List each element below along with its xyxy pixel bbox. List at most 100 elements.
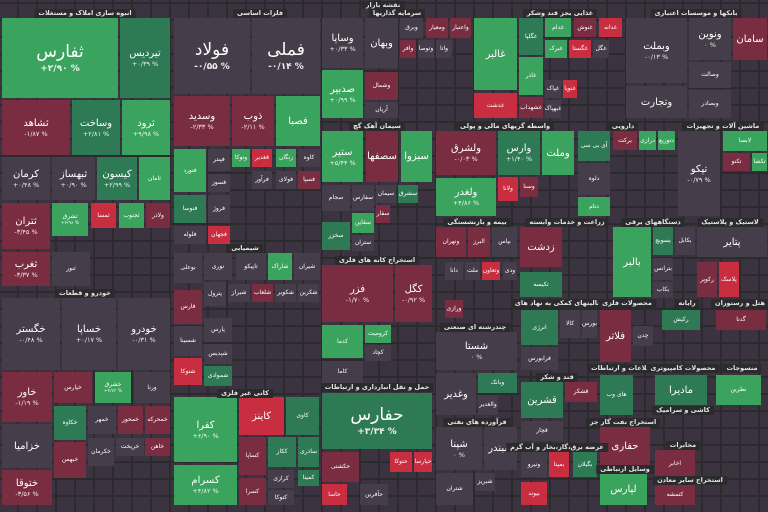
- stock-tile[interactable]: پارس: [204, 318, 232, 342]
- stock-tile[interactable]: فرآور: [252, 171, 272, 189]
- stock-tile[interactable]: لپارس: [600, 474, 647, 505]
- stock-tile[interactable]: والغدیر: [478, 395, 498, 415]
- stock-tile[interactable]: غگستا: [569, 40, 591, 58]
- stock-tile[interactable]: فلاتر: [600, 310, 631, 362]
- stock-tile[interactable]: ثفارس +۲/۹۰ %: [2, 18, 118, 98]
- stock-tile[interactable]: غبهپاک: [545, 100, 561, 118]
- stock-tile[interactable]: فنورد: [174, 149, 206, 192]
- stock-tile[interactable]: دتام: [578, 197, 610, 216]
- stock-tile[interactable]: فپنتر: [208, 149, 230, 171]
- stock-tile[interactable]: بسویچ: [653, 227, 673, 255]
- stock-tile[interactable]: پتایر: [697, 227, 767, 257]
- stock-tile[interactable]: کرومیت: [365, 325, 391, 343]
- stock-tile[interactable]: ثتران -۳/۴۵ %: [2, 203, 50, 249]
- stock-tile[interactable]: فنوسا: [174, 195, 206, 223]
- stock-tile[interactable]: زنگان: [276, 149, 296, 167]
- stock-tile[interactable]: غپاک: [545, 80, 561, 98]
- stock-tile[interactable]: غدام: [545, 18, 571, 37]
- stock-tile[interactable]: کفرا +۶/۹۰ %: [174, 397, 237, 462]
- stock-tile[interactable]: شسینا: [174, 326, 202, 356]
- stock-tile[interactable]: سفارس: [352, 185, 374, 211]
- stock-tile[interactable]: بوعلی: [174, 253, 202, 283]
- stock-tile[interactable]: تکشا: [752, 153, 767, 171]
- stock-tile[interactable]: صدبیر +۰/۹۹ %: [322, 70, 363, 118]
- stock-tile[interactable]: خمحور: [118, 406, 143, 434]
- stock-tile[interactable]: ثغرب -۳/۳۷ %: [2, 252, 50, 286]
- stock-tile[interactable]: بورس: [582, 310, 597, 338]
- stock-tile[interactable]: بیوند: [521, 482, 547, 505]
- stock-tile[interactable]: قچار: [521, 421, 563, 441]
- stock-tile[interactable]: وساپا +۰/۳۳ %: [322, 18, 363, 68]
- stock-tile[interactable]: حاسا: [322, 484, 347, 505]
- stock-tile[interactable]: حتوکا: [390, 452, 412, 472]
- stock-tile[interactable]: غگل: [593, 40, 609, 58]
- stock-tile[interactable]: تیردیس +۰/۳۹ %: [120, 18, 170, 98]
- stock-tile[interactable]: کرازی: [268, 470, 294, 488]
- stock-tile[interactable]: وتوصا: [418, 40, 434, 58]
- stock-tile[interactable]: وبانک: [478, 373, 517, 393]
- stock-tile[interactable]: وتعاون: [482, 262, 500, 280]
- stock-tile[interactable]: آریان: [365, 102, 398, 118]
- stock-tile[interactable]: حآفرین: [360, 484, 388, 505]
- stock-tile[interactable]: فصبا: [276, 96, 320, 146]
- stock-tile[interactable]: ورنا: [134, 372, 170, 403]
- stock-tile[interactable]: ولانا: [498, 177, 518, 201]
- stock-tile[interactable]: ختوقا -۳/۵۶ %: [2, 470, 52, 505]
- stock-tile[interactable]: شکربن: [298, 284, 319, 302]
- stock-tile[interactable]: ونوین ۰ %: [689, 18, 731, 60]
- stock-tile[interactable]: خکرمان: [88, 438, 114, 466]
- stock-tile[interactable]: سشرق: [398, 185, 418, 203]
- stock-tile[interactable]: خپارس: [54, 372, 92, 403]
- stock-tile[interactable]: شموادی: [204, 366, 232, 386]
- stock-tile[interactable]: بپاس: [492, 227, 517, 257]
- stock-tile[interactable]: شپنا ۰ %: [436, 427, 482, 470]
- stock-tile[interactable]: کالا: [560, 310, 580, 338]
- stock-tile[interactable]: ونهران: [436, 227, 466, 257]
- stock-tile[interactable]: پلاسک: [719, 262, 739, 297]
- stock-tile[interactable]: نطرین: [716, 375, 761, 405]
- stock-tile[interactable]: ثنور: [52, 252, 90, 286]
- stock-tile[interactable]: شکویر: [275, 284, 296, 302]
- stock-tile[interactable]: تاپیکو: [236, 253, 266, 280]
- stock-tile[interactable]: خمحرکه: [145, 406, 170, 434]
- stock-tile[interactable]: خبهمن: [54, 442, 86, 478]
- stock-tile[interactable]: کگل -۰/۹۲ %: [395, 265, 432, 322]
- stock-tile[interactable]: ورازی: [445, 300, 463, 318]
- stock-tile[interactable]: ملت: [465, 262, 480, 280]
- stock-tile[interactable]: ونیرو: [521, 452, 547, 477]
- stock-tile[interactable]: ثرود +۹/۹۸ %: [122, 100, 170, 155]
- stock-tile[interactable]: شتوکا: [174, 358, 202, 385]
- stock-tile[interactable]: خاور -۱/۱۹ %: [2, 372, 52, 422]
- stock-tile[interactable]: فملی -۰/۱۴ %: [252, 18, 320, 94]
- stock-tile[interactable]: تپکو -۰/۷۹ %: [678, 131, 720, 216]
- stock-tile[interactable]: بالبر: [613, 227, 651, 297]
- stock-tile[interactable]: وملت: [542, 131, 574, 175]
- stock-tile[interactable]: البرز: [468, 227, 490, 257]
- stock-tile[interactable]: بکاب: [653, 282, 673, 298]
- stock-tile[interactable]: قشرین: [521, 382, 563, 418]
- stock-tile[interactable]: ولاذر: [146, 203, 170, 228]
- stock-tile[interactable]: حکشتی: [322, 452, 359, 482]
- stock-tile[interactable]: وتوکا: [232, 149, 250, 167]
- stock-tile[interactable]: فارس: [174, 290, 202, 324]
- stock-tile[interactable]: کچاد: [365, 345, 391, 361]
- stock-tile[interactable]: غاذر: [519, 57, 543, 95]
- stock-tile[interactable]: کاینز: [239, 397, 284, 435]
- stock-tile[interactable]: پترول: [204, 282, 226, 306]
- stock-tile[interactable]: شیراز: [228, 284, 250, 302]
- stock-tile[interactable]: وسنا: [520, 177, 538, 197]
- stock-tile[interactable]: فسپا: [298, 171, 320, 189]
- stock-tile[interactable]: خریخت: [116, 438, 144, 456]
- stock-tile[interactable]: ستران: [352, 235, 374, 251]
- stock-tile[interactable]: وسدید -۲/۳۳ %: [174, 96, 230, 146]
- stock-tile[interactable]: فرابورس: [521, 347, 558, 370]
- stock-tile[interactable]: بترانس: [653, 258, 673, 280]
- stock-tile[interactable]: شپدیس: [204, 344, 232, 364]
- stock-tile[interactable]: فغدیر: [252, 149, 272, 167]
- stock-tile[interactable]: وساخت +۲/۸۱ %: [72, 100, 120, 155]
- stock-tile[interactable]: غشهداب: [519, 97, 543, 118]
- stock-tile[interactable]: سیمان: [376, 185, 396, 203]
- stock-tile[interactable]: وافر: [400, 40, 416, 58]
- stock-tile[interactable]: رکوپر: [697, 262, 717, 297]
- stock-tile[interactable]: بکابل: [675, 227, 695, 255]
